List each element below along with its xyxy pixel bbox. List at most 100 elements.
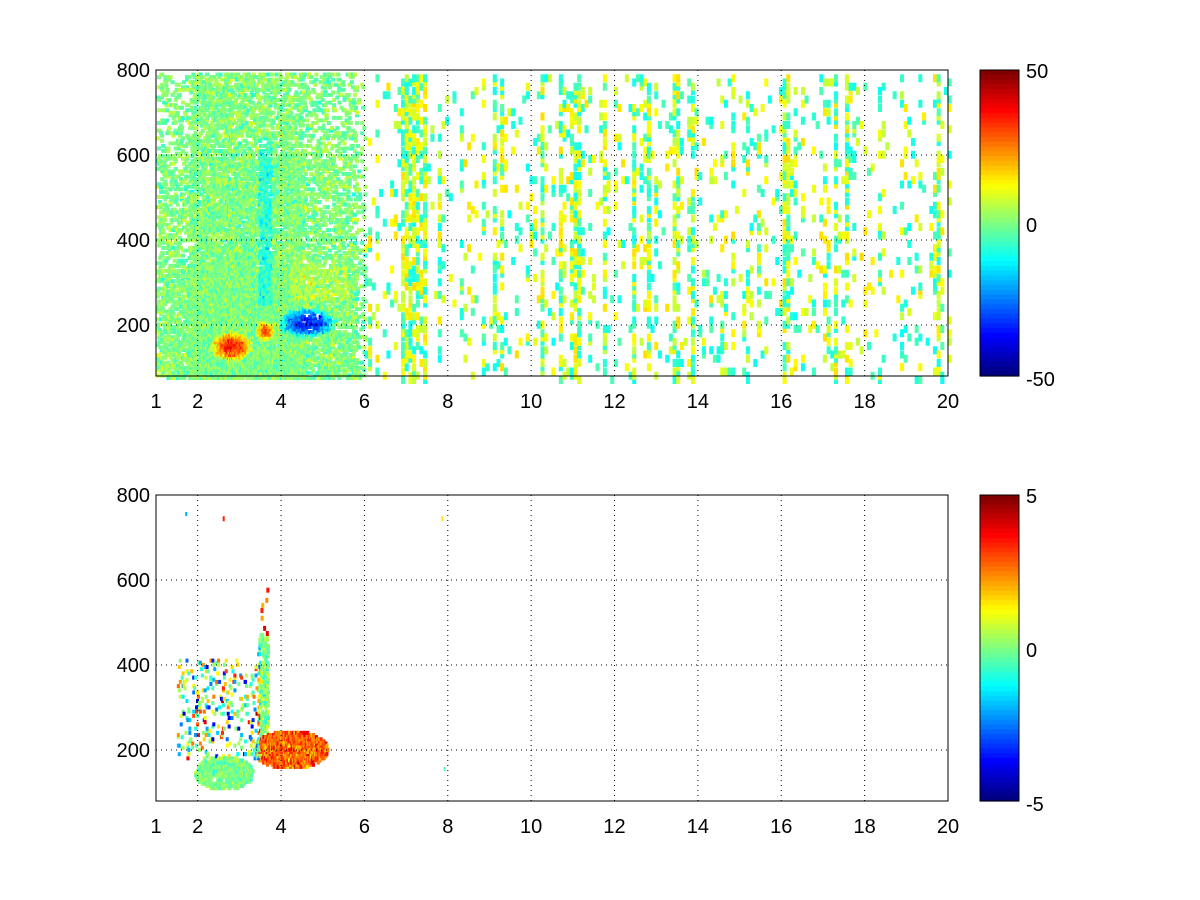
heatmap-cell — [191, 118, 196, 123]
heatmap-cell — [160, 177, 165, 182]
heatmap-cell — [192, 210, 197, 215]
heatmap-cell — [183, 156, 188, 161]
heatmap-cell — [167, 322, 172, 327]
heatmap-cell — [174, 332, 179, 337]
heatmap-cell — [189, 307, 194, 312]
heatmap-cell — [207, 143, 212, 148]
heatmap-cell — [160, 72, 165, 77]
heatmap-cell — [176, 365, 181, 370]
heatmap-cell — [192, 304, 197, 309]
heatmap-cell — [163, 261, 168, 266]
heatmap-cell — [196, 80, 201, 85]
heatmap-cell — [165, 187, 170, 192]
heatmap-cell — [194, 197, 199, 202]
heatmap-cell — [157, 75, 162, 80]
heatmap-cell — [202, 166, 207, 171]
heatmap-cell — [160, 340, 165, 345]
heatmap-cell — [162, 215, 167, 220]
heatmap-cell — [164, 279, 169, 284]
heatmap-cell — [191, 223, 196, 227]
heatmap-cell — [208, 238, 213, 243]
heatmap-cell — [190, 355, 195, 360]
heatmap-cell — [193, 251, 198, 256]
heatmap-cell — [169, 103, 174, 108]
heatmap-cell — [200, 253, 205, 258]
heatmap-cell — [203, 238, 208, 243]
heatmap-cell — [159, 268, 164, 273]
heatmap-cell — [196, 95, 201, 100]
heatmap-cell — [210, 240, 215, 245]
heatmap-cell — [167, 365, 172, 370]
heatmap-cell — [171, 312, 176, 317]
heatmap-cell — [201, 197, 206, 202]
heatmap-cell — [168, 141, 173, 146]
heatmap-cell — [189, 108, 194, 113]
heatmap-cell — [203, 243, 208, 248]
heatmap-cell — [173, 103, 178, 108]
heatmap-cell — [185, 141, 190, 146]
heatmap-cell — [174, 294, 179, 299]
heatmap-cell — [168, 307, 173, 312]
heatmap-cell — [175, 187, 180, 192]
heatmap-cell — [166, 335, 171, 340]
heatmap-cell — [175, 376, 180, 380]
heatmap-cell — [173, 238, 178, 243]
heatmap-cell — [208, 291, 213, 296]
heatmap-cell — [198, 258, 203, 263]
heatmap-cell — [187, 319, 192, 324]
heatmap-cell — [162, 100, 167, 105]
heatmap-cell — [163, 174, 168, 179]
heatmap-cell — [204, 304, 209, 309]
heatmap-cell — [172, 131, 177, 136]
heatmap-cell — [169, 291, 174, 296]
heatmap-cell — [174, 289, 179, 294]
heatmap-cell — [201, 299, 206, 304]
heatmap-cell — [181, 215, 186, 220]
heatmap-cell — [197, 299, 202, 304]
heatmap-cell — [185, 325, 190, 329]
heatmap-cell — [164, 330, 169, 335]
heatmap-cell — [195, 205, 200, 210]
heatmap-cell — [196, 340, 201, 345]
heatmap-cell — [192, 291, 197, 296]
heatmap-cell — [202, 210, 207, 215]
heatmap-cell — [207, 77, 212, 82]
heatmap-cell — [189, 261, 194, 266]
heatmap-cell — [198, 85, 203, 90]
heatmap-cell — [163, 314, 168, 319]
heatmap-cell — [185, 164, 190, 169]
heatmap-cell — [198, 370, 203, 375]
heatmap-cell — [175, 131, 180, 136]
heatmap-cell — [161, 118, 166, 123]
heatmap-cell — [175, 307, 180, 312]
heatmap-cell — [175, 271, 180, 276]
heatmap-cell — [201, 187, 206, 192]
heatmap-cell — [168, 200, 173, 205]
heatmap-cell — [181, 100, 186, 105]
heatmap-cell — [199, 243, 204, 248]
heatmap-cell — [191, 207, 196, 212]
heatmap-cell — [204, 230, 209, 235]
heatmap-cell — [167, 225, 172, 230]
heatmap-cell — [183, 365, 188, 370]
heatmap-cell — [175, 202, 180, 207]
heatmap-cell — [194, 258, 199, 263]
heatmap-cell — [178, 302, 183, 307]
heatmap-cell — [201, 98, 206, 103]
heatmap-cell — [176, 360, 181, 365]
heatmap-cell — [193, 131, 198, 136]
heatmap-cell — [157, 85, 162, 90]
heatmap-cell — [168, 245, 173, 250]
heatmap-cell — [186, 200, 191, 205]
heatmap-cell — [157, 108, 162, 113]
heatmap-cell — [177, 118, 182, 123]
heatmap-cell — [212, 365, 217, 370]
heatmap-cell — [183, 284, 188, 289]
heatmap-cell — [198, 274, 203, 278]
heatmap-cell — [206, 141, 211, 146]
heatmap-cell — [202, 182, 207, 187]
heatmap-cell — [161, 240, 166, 245]
heatmap-cell — [211, 108, 216, 113]
heatmap-cell — [158, 271, 163, 276]
heatmap-cell — [210, 123, 215, 128]
